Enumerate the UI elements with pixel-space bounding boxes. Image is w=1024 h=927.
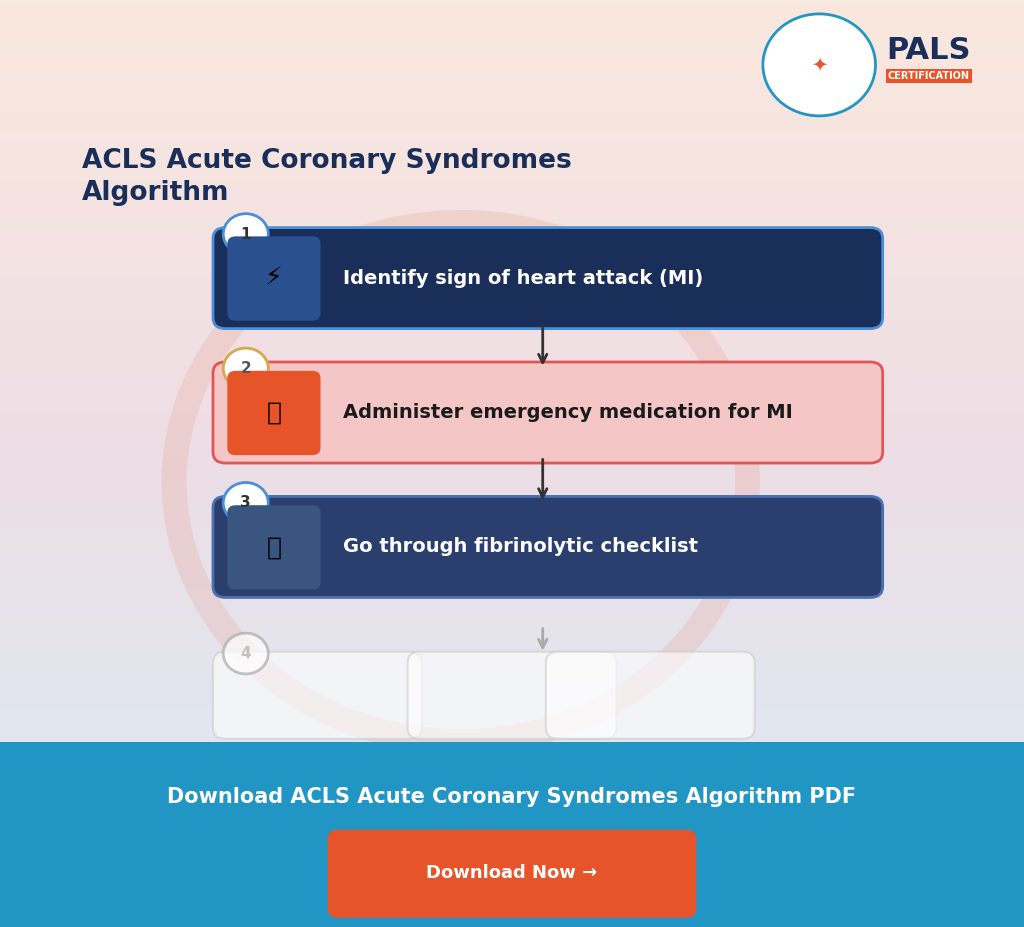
Circle shape	[223, 633, 268, 674]
Text: ACLS Acute Coronary Syndromes
Algorithm: ACLS Acute Coronary Syndromes Algorithm	[82, 148, 571, 207]
Text: Download Now →: Download Now →	[426, 864, 598, 883]
FancyBboxPatch shape	[0, 742, 1024, 927]
Text: 3: 3	[241, 495, 251, 511]
FancyBboxPatch shape	[227, 371, 321, 455]
Text: 📋: 📋	[266, 536, 282, 559]
Text: Identify sign of heart attack (MI): Identify sign of heart attack (MI)	[343, 269, 703, 287]
FancyBboxPatch shape	[227, 236, 321, 321]
Circle shape	[223, 483, 268, 523]
FancyBboxPatch shape	[213, 228, 883, 329]
Circle shape	[763, 14, 876, 116]
Text: ⚡: ⚡	[265, 267, 283, 290]
FancyBboxPatch shape	[227, 505, 321, 590]
Text: 2: 2	[241, 361, 251, 376]
FancyBboxPatch shape	[546, 652, 755, 739]
Text: 4: 4	[241, 646, 251, 661]
Circle shape	[223, 348, 268, 389]
Circle shape	[223, 214, 268, 255]
FancyBboxPatch shape	[213, 362, 883, 463]
Text: 💊: 💊	[266, 401, 282, 425]
Text: Go through fibrinolytic checklist: Go through fibrinolytic checklist	[343, 538, 698, 556]
Text: ✦: ✦	[811, 56, 827, 74]
Text: Administer emergency medication for MI: Administer emergency medication for MI	[343, 403, 793, 422]
Text: CERTIFICATION: CERTIFICATION	[888, 71, 970, 81]
FancyBboxPatch shape	[328, 830, 696, 918]
FancyBboxPatch shape	[213, 652, 422, 739]
FancyBboxPatch shape	[213, 497, 883, 598]
Text: PALS: PALS	[886, 36, 971, 66]
Text: 1: 1	[241, 226, 251, 242]
Text: Download ACLS Acute Coronary Syndromes Algorithm PDF: Download ACLS Acute Coronary Syndromes A…	[168, 787, 856, 807]
FancyBboxPatch shape	[408, 652, 616, 739]
